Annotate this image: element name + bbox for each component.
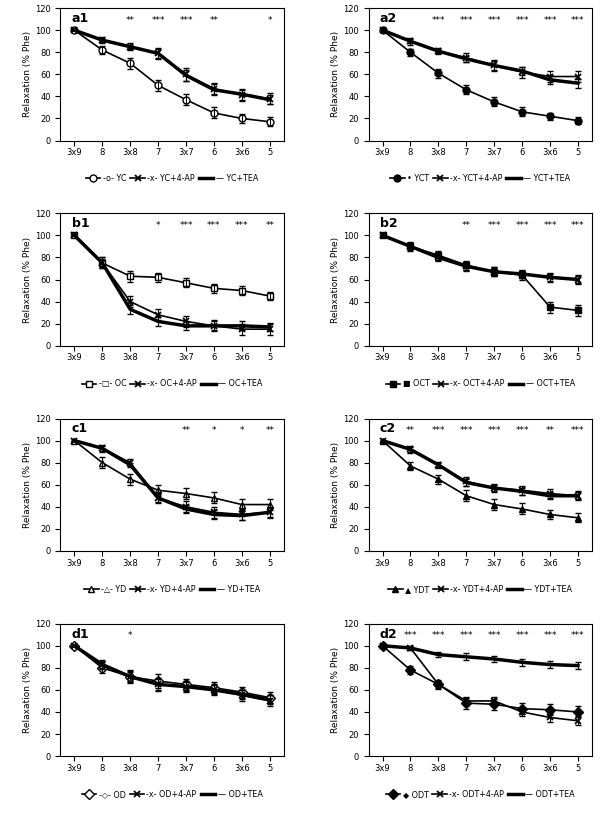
Text: **: **	[265, 221, 274, 230]
Text: ***: ***	[487, 632, 501, 641]
Text: ***: ***	[235, 221, 249, 230]
Text: *: *	[211, 426, 216, 435]
Legend: ◆ ODT, -x- ODT+4-AP, — ODT+TEA: ◆ ODT, -x- ODT+4-AP, — ODT+TEA	[382, 787, 578, 802]
Y-axis label: Relaxation (% Phe): Relaxation (% Phe)	[332, 31, 340, 117]
Text: **: **	[545, 426, 554, 435]
Y-axis label: Relaxation (% Phe): Relaxation (% Phe)	[23, 31, 32, 117]
Legend: ▲ YDT, -x- YDT+4-AP, — YDT+TEA: ▲ YDT, -x- YDT+4-AP, — YDT+TEA	[385, 581, 576, 597]
Y-axis label: Relaxation (% Phe): Relaxation (% Phe)	[23, 647, 32, 733]
Y-axis label: Relaxation (% Phe): Relaxation (% Phe)	[23, 441, 32, 528]
Text: ***: ***	[432, 15, 445, 24]
Text: ***: ***	[460, 632, 473, 641]
Text: b2: b2	[380, 217, 397, 230]
Legend: -△- YD, -x- YD+4-AP, — YD+TEA: -△- YD, -x- YD+4-AP, — YD+TEA	[81, 581, 263, 597]
Text: *: *	[268, 15, 272, 24]
Text: ***: ***	[571, 221, 585, 230]
Y-axis label: Relaxation (% Phe): Relaxation (% Phe)	[23, 237, 32, 323]
Text: c1: c1	[71, 423, 88, 436]
Text: ***: ***	[487, 426, 501, 435]
Text: *: *	[240, 426, 244, 435]
Text: ***: ***	[571, 15, 585, 24]
Text: **: **	[126, 15, 135, 24]
Text: ***: ***	[432, 632, 445, 641]
Legend: • YCT, -x- YCT+4-AP, — YCT+TEA: • YCT, -x- YCT+4-AP, — YCT+TEA	[387, 171, 574, 186]
Text: ***: ***	[515, 15, 529, 24]
Legend: -□- OC, -x- OC+4-AP, — OC+TEA: -□- OC, -x- OC+4-AP, — OC+TEA	[79, 376, 266, 392]
Legend: -◇- OD, -x- OD+4-AP, — OD+TEA: -◇- OD, -x- OD+4-AP, — OD+TEA	[79, 787, 266, 802]
Text: ***: ***	[487, 221, 501, 230]
Legend: ■ OCT, -x- OCT+4-AP, — OCT+TEA: ■ OCT, -x- OCT+4-AP, — OCT+TEA	[382, 376, 578, 392]
Y-axis label: Relaxation (% Phe): Relaxation (% Phe)	[332, 647, 340, 733]
Text: ***: ***	[403, 632, 417, 641]
Text: ***: ***	[571, 426, 585, 435]
Text: d2: d2	[380, 628, 397, 641]
Text: **: **	[210, 15, 219, 24]
Text: **: **	[406, 426, 415, 435]
Text: **: **	[265, 426, 274, 435]
Text: ***: ***	[571, 632, 585, 641]
Text: ***: ***	[179, 221, 193, 230]
Text: **: **	[462, 221, 471, 230]
Text: *: *	[156, 221, 160, 230]
Text: a2: a2	[380, 12, 397, 25]
Text: a1: a1	[71, 12, 89, 25]
Text: ***: ***	[515, 221, 529, 230]
Text: b1: b1	[71, 217, 89, 230]
Text: ***: ***	[152, 15, 165, 24]
Text: ***: ***	[432, 426, 445, 435]
Text: ***: ***	[543, 632, 557, 641]
Text: ***: ***	[515, 426, 529, 435]
Text: ***: ***	[487, 15, 501, 24]
Text: ***: ***	[207, 221, 220, 230]
Text: d1: d1	[71, 628, 89, 641]
Y-axis label: Relaxation (% Phe): Relaxation (% Phe)	[332, 441, 340, 528]
Text: ***: ***	[515, 632, 529, 641]
Text: ***: ***	[460, 426, 473, 435]
Text: ***: ***	[460, 15, 473, 24]
Text: *: *	[128, 632, 132, 641]
Y-axis label: Relaxation (% Phe): Relaxation (% Phe)	[332, 237, 340, 323]
Text: ***: ***	[543, 221, 557, 230]
Text: ***: ***	[543, 15, 557, 24]
Legend: -o- YC, -x- YC+4-AP, — YC+TEA: -o- YC, -x- YC+4-AP, — YC+TEA	[83, 171, 262, 186]
Text: ***: ***	[179, 15, 193, 24]
Text: c2: c2	[380, 423, 396, 436]
Text: **: **	[182, 426, 190, 435]
